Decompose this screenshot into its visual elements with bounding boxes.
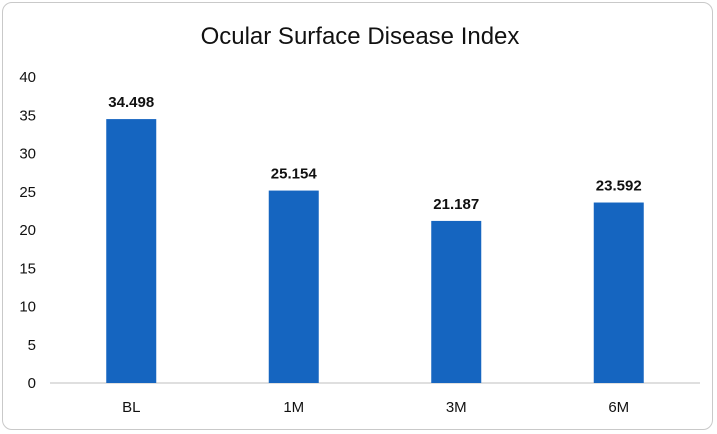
y-tick-label: 40 (19, 69, 36, 86)
bar-data-label: 34.498 (108, 94, 154, 111)
bar-data-labels: 34.498 25.154 21.187 23.592 (108, 94, 641, 213)
y-tick-label: 30 (19, 146, 36, 163)
x-axis-ticks: BL 1M 3M 6M (122, 399, 629, 416)
y-tick-label: 15 (19, 260, 36, 277)
bar-1m (268, 190, 319, 383)
x-tick-label: BL (122, 399, 140, 416)
y-tick-label: 35 (19, 107, 36, 124)
bars (106, 119, 644, 383)
x-tick-label: 1M (283, 399, 304, 416)
bar-data-label: 25.154 (271, 166, 318, 183)
chart-title: Ocular Surface Disease Index (201, 23, 520, 50)
x-tick-label: 3M (446, 399, 467, 416)
bar-3m (431, 220, 482, 383)
y-tick-label: 25 (19, 184, 36, 201)
x-tick-label: 6M (608, 399, 629, 416)
y-tick-label: 20 (19, 222, 36, 239)
bar-6m (593, 202, 644, 383)
bar-data-label: 21.187 (433, 196, 479, 213)
bar-bl (106, 119, 157, 383)
y-axis-ticks: 0 5 10 15 20 25 30 35 40 (19, 69, 36, 392)
y-tick-label: 5 (28, 337, 36, 354)
y-tick-label: 0 (28, 375, 36, 392)
bar-data-label: 23.592 (596, 178, 642, 195)
y-tick-label: 10 (19, 299, 36, 316)
